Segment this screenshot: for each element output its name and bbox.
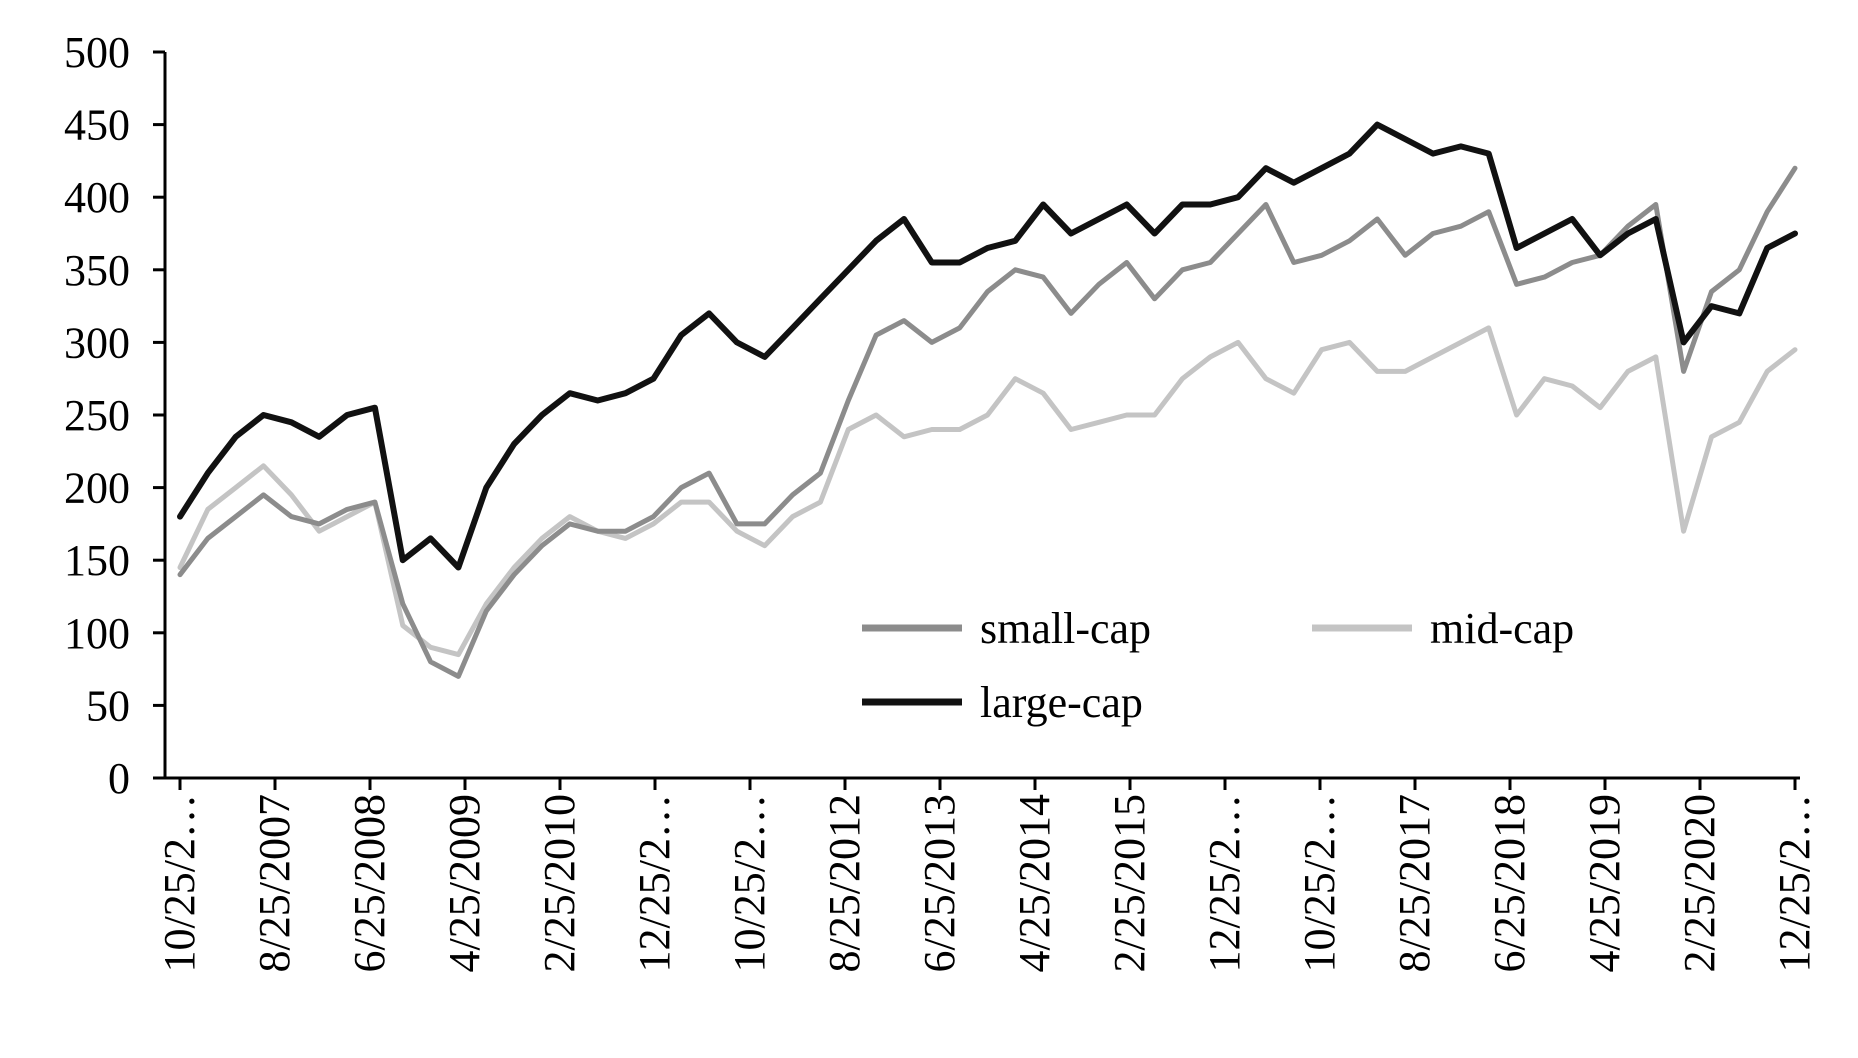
legend: small-cap mid-cap large-cap (862, 604, 1574, 727)
x-tick-label: 4/25/2014 (1010, 794, 1059, 972)
x-tick-label: 8/25/2012 (820, 794, 869, 972)
y-tick-label: 50 (86, 681, 130, 730)
x-axis: 10/25/2… 8/25/2007 6/25/2008 4/25/2009 2/25/… (155, 776, 1819, 972)
y-tick-label: 400 (64, 173, 130, 222)
x-tick-label: 8/25/2017 (1390, 794, 1439, 972)
x-tick-label: 4/25/2009 (440, 794, 489, 972)
series-line-mid-cap (177, 325, 1798, 658)
y-tick-label: 250 (64, 391, 130, 440)
x-tick-label: 10/25/2… (725, 794, 774, 972)
x-tick-label: 12/25/2… (1770, 794, 1819, 972)
series-layer (177, 121, 1798, 679)
x-tick-label: 8/25/2007 (250, 794, 299, 972)
y-tick-label: 300 (64, 318, 130, 367)
legend-label-small-cap: small-cap (980, 604, 1151, 653)
series-line-small-cap (177, 165, 1798, 679)
y-tick-label: 350 (64, 246, 130, 295)
x-tick-label: 12/25/2… (1200, 794, 1249, 972)
x-tick-label: 10/25/2… (1295, 794, 1344, 972)
x-tick-label: 4/25/2019 (1580, 794, 1629, 972)
legend-label-mid-cap: mid-cap (1430, 604, 1574, 653)
x-tick-label: 6/25/2013 (915, 794, 964, 972)
x-tick-label: 2/25/2020 (1675, 794, 1724, 972)
y-tick-label: 150 (64, 536, 130, 585)
y-tick-label: 500 (64, 28, 130, 77)
x-tick-label: 6/25/2018 (1485, 794, 1534, 972)
x-tick-label: 12/25/2… (630, 794, 679, 972)
y-tick-label: 200 (64, 464, 130, 513)
x-tick-label: 10/25/2… (155, 794, 204, 972)
legend-label-large-cap: large-cap (980, 678, 1143, 727)
y-tick-label: 0 (108, 754, 130, 803)
y-tick-label: 100 (64, 609, 130, 658)
series-line-large-cap (177, 121, 1798, 571)
x-tick-label: 6/25/2008 (345, 794, 394, 972)
y-axis: 0 50 100 150 200 250 300 350 400 450 500 (64, 28, 167, 803)
x-tick-label: 2/25/2010 (535, 794, 584, 972)
x-tick-label: 2/25/2015 (1105, 794, 1154, 972)
y-tick-label: 450 (64, 101, 130, 150)
